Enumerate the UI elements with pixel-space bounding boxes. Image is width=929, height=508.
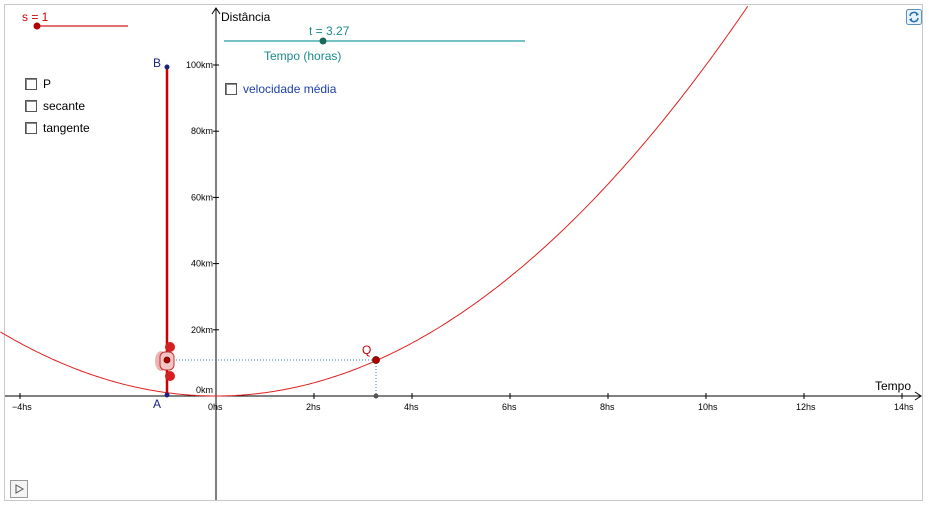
point-q-label: Q <box>362 343 371 357</box>
x-tick-label: 0hs <box>208 402 223 412</box>
y-tick-label: 100km <box>186 60 213 70</box>
checkbox-velocidade-media[interactable]: velocidade média <box>225 82 336 96</box>
reset-button[interactable] <box>906 9 922 25</box>
slider-s-handle[interactable] <box>33 22 41 30</box>
x-tick-label: 8hs <box>600 402 615 412</box>
y-tick-label: 20km <box>191 325 213 335</box>
y-tick-label: 60km <box>191 192 213 202</box>
checkbox-tangente-box[interactable] <box>25 122 37 134</box>
slider-t-handle[interactable] <box>319 37 327 45</box>
slider-s-label: s = 1 <box>22 10 49 24</box>
x-axis-arrow <box>914 391 922 401</box>
play-icon <box>15 484 24 494</box>
x-tick-label: 10hs <box>698 402 718 412</box>
t-axis-point[interactable] <box>373 393 379 399</box>
moving-point[interactable] <box>163 356 171 364</box>
slider-t-label: t = 3.27 <box>309 24 350 38</box>
slider-t-caption: Tempo (horas) <box>264 49 341 63</box>
x-tick-label: 2hs <box>306 402 321 412</box>
y-axis-ticks: 0km 20km 40km 60km 80km 100km <box>186 60 219 397</box>
checkbox-secante-box[interactable] <box>25 100 37 112</box>
point-b[interactable] <box>164 64 170 70</box>
point-b-label: B <box>153 56 161 70</box>
checkbox-secante[interactable]: secante <box>25 99 85 113</box>
point-a-label: A <box>153 397 161 411</box>
x-axis-ticks: −4hs 0hs 2hs 4hs 6hs 8hs 10hs 12hs 14hs <box>12 393 914 412</box>
car-icon <box>155 342 175 381</box>
checkbox-tangente[interactable]: tangente <box>25 121 90 135</box>
y-axis-arrow <box>211 7 221 15</box>
checkbox-p-label: P <box>43 77 52 91</box>
checkbox-p-box[interactable] <box>25 78 37 90</box>
checkbox-tangente-label: tangente <box>43 121 90 135</box>
y-tick-label: 80km <box>191 126 213 136</box>
checkbox-velocidade-media-label: velocidade média <box>243 82 337 96</box>
y-tick-label: 40km <box>191 259 213 269</box>
point-a[interactable] <box>164 392 170 398</box>
distance-curve[interactable] <box>0 6 749 397</box>
reset-icon <box>906 9 922 25</box>
x-tick-label: 12hs <box>796 402 816 412</box>
y-axis-label: Distância <box>221 10 271 24</box>
x-tick-label: 14hs <box>894 402 914 412</box>
play-button[interactable] <box>10 480 28 498</box>
x-tick-label: −4hs <box>12 402 32 412</box>
point-q[interactable] <box>372 356 380 364</box>
x-tick-label: 6hs <box>502 402 517 412</box>
applet-frame <box>4 4 923 501</box>
x-tick-label: 4hs <box>404 402 419 412</box>
checkbox-p[interactable]: P <box>25 77 51 91</box>
y-tick-label: 0km <box>196 385 213 395</box>
checkbox-secante-label: secante <box>43 99 86 113</box>
checkbox-velocidade-media-box[interactable] <box>225 83 237 95</box>
x-axis-label: Tempo <box>875 379 911 393</box>
